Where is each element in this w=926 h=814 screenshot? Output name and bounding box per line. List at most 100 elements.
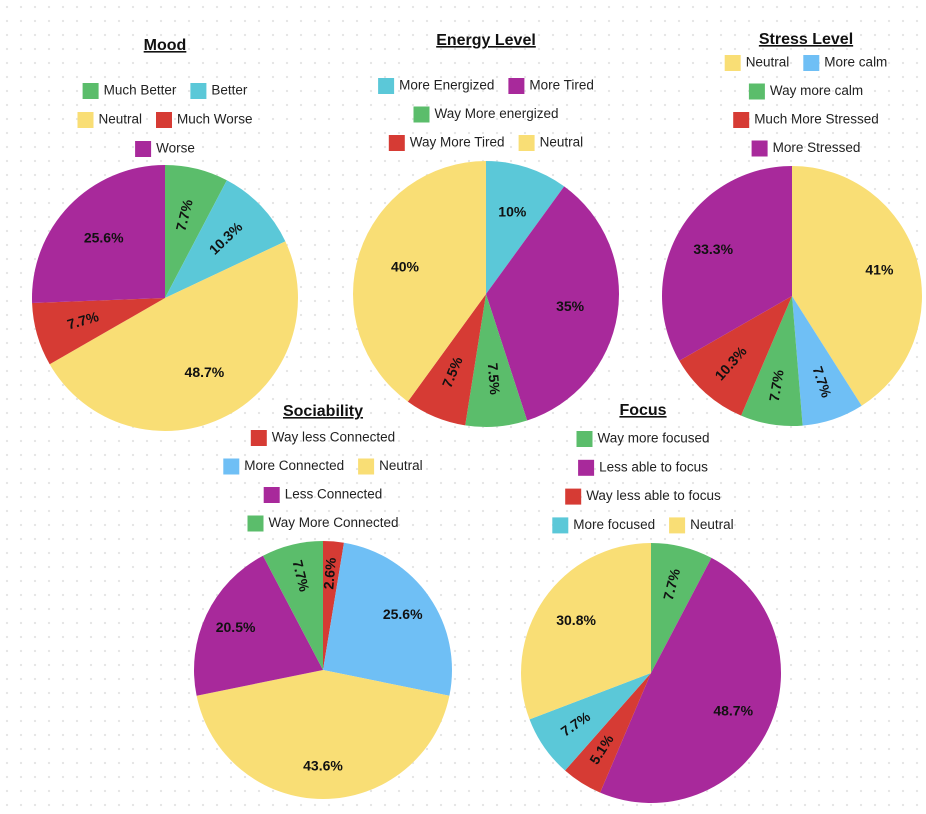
mood-legend-swatch-worse [135,141,152,157]
stress-level-legend-label-way-more-calm: Way more calm [770,83,863,98]
energy-level-legend-swatch-more-energized [378,78,395,94]
energy-level-legend-item-more-energized: More Energized [378,78,494,94]
sociability-title: Sociability [283,403,363,420]
mood-legend-item-much-better: Much Better [82,83,177,99]
energy-level-slice-way-more-energized [465,294,528,427]
energy-level-slice-neutral [352,160,486,402]
stress-level-label-neutral: 41% [865,261,894,277]
focus-legend-label-way-more-focused: Way more focused [598,431,710,446]
energy-level-legend-item-way-more-tired: Way More Tired [388,135,505,151]
sociability-legend-label-neutral: Neutral [379,458,423,473]
sociability-label-more-connected: 25.6% [383,606,423,622]
mood-legend-label-neutral: Neutral [99,112,143,127]
energy-level-label-more-energized: 10% [498,204,527,220]
focus-slices [521,543,782,804]
sociability-label-way-more-connected: 7.7% [289,558,312,593]
mood-label-neutral: 48.7% [185,364,225,380]
sociability-legend: Way less Connected More Connected Neutral L… [223,430,423,532]
mood-slice-much-better [165,165,227,298]
sociability-slice-neutral [196,670,450,799]
mood-legend-swatch-neutral [77,112,94,128]
energy-level-legend-swatch-way-more-tired [388,135,405,151]
sociability-slice-more-connected [323,542,452,696]
focus-legend-item-less-able-to-focus: Less able to focus [578,459,708,476]
stress-level-label-way-more-calm: 7.7% [766,368,787,403]
mood-legend-label-better: Better [211,83,248,98]
stress-level-slice-way-more-calm [741,296,803,427]
focus-legend-swatch-way-more-focused [576,431,593,447]
mood-label-much-better: 7.7% [173,197,196,232]
stress-level-legend-swatch-more-calm [803,55,820,71]
mood-legend-label-much-better: Much Better [104,83,177,98]
sociability-slice-less-connected [194,555,323,696]
stress-level-legend-label-more-calm: More calm [824,55,887,70]
mood-legend-label-worse: Worse [156,141,195,156]
focus-legend-swatch-more-focused [552,517,569,534]
focus-slice-more-focused [529,673,651,771]
stress-level-legend-item-much-more-stressed: Much More Stressed [733,112,879,128]
sociability-legend-item-less-connected: Less Connected [263,487,383,503]
mood-legend-swatch-much-better [82,83,99,99]
stress-level-chart: Stress Level41%7.7%7.7%10.3%33.3%Neutral… [662,31,922,427]
focus-legend-label-neutral: Neutral [690,517,734,532]
sociability-label-neutral: 43.6% [303,758,343,774]
stress-level-legend-item-way-more-calm: Way more calm [748,83,863,100]
sociability-legend-item-neutral: Neutral [358,458,423,475]
mood-legend-swatch-better [190,83,207,99]
sociability-legend-swatch-more-connected [223,458,240,475]
sociability-slice-way-less-connected [323,541,344,670]
stress-level-title: Stress Level [759,31,853,48]
mood-slices [31,165,298,431]
mood-title: Mood [144,37,187,54]
stress-level-legend-swatch-neutral [724,55,741,71]
energy-level-legend-label-more-tired: More Tired [529,78,594,93]
focus-title: Focus [619,402,666,419]
energy-level-title: Energy Level [436,32,536,49]
sociability-legend-label-more-connected: More Connected [244,458,344,473]
stress-level-legend-label-neutral: Neutral [746,55,790,70]
energy-level-label-way-more-energized: 7.5% [485,362,503,396]
mood-slice-better [165,180,286,298]
stress-level-slice-more-calm [792,296,862,426]
mood-legend-item-better: Better [190,83,248,99]
energy-level-legend-swatch-neutral [518,135,535,151]
energy-level-legend-swatch-more-tired [508,78,525,94]
sociability-slice-way-more-connected [263,541,323,670]
energy-level-slice-way-more-tired [407,294,486,426]
focus-label-less-able-to-focus: 48.7% [713,703,753,719]
sociability-legend-swatch-neutral [358,458,375,475]
energy-level-label-neutral: 40% [391,258,420,274]
energy-level-slice-more-energized [486,161,565,294]
mood-legend-item-worse: Worse [135,141,195,157]
stress-level-legend-swatch-more-stressed [751,140,768,157]
stress-level-legend-swatch-much-more-stressed [733,112,750,128]
sociability-legend-swatch-less-connected [263,487,280,503]
sociability-label-way-less-connected: 2.6% [320,556,339,590]
mood-slice-much-worse [32,298,166,365]
sociability-chart: Sociability 2.6% 25.6% 43.6% 20.5% 7.7% Way le… [194,403,452,799]
stress-level-legend-item-more-stressed: More Stressed [751,140,860,157]
energy-level-legend: More Energized More Tired Way More energiz… [378,78,594,151]
sociability-legend-label-less-connected: Less Connected [285,487,383,502]
energy-level-legend-label-way-more-energized: Way More energized [435,106,559,121]
focus-legend-label-way-less-able-to-focus: Way less able to focus [586,488,721,503]
focus-legend-item-more-focused: More focused [552,517,655,534]
focus-legend-swatch-way-less-able-to-focus [565,488,582,505]
stress-level-label-more-stressed: 33.3% [693,241,733,257]
focus-label-neutral: 30.8% [556,612,596,628]
energy-level-slices [352,160,620,427]
sociability-legend-swatch-way-less-connected [250,430,267,446]
mood-legend-label-much-worse: Much Worse [177,112,253,127]
sociability-slice-labels: 2.6% 25.6% 43.6% 20.5% 7.7% [216,556,423,773]
sociability-legend-item-more-connected: More Connected [223,458,344,475]
energy-level-legend-label-neutral: Neutral [540,135,584,150]
focus-slice-less-able-to-focus [600,557,782,804]
mood-legend: Much Better Better Neutral Much Worse Worse [77,83,253,157]
stress-level-slices [662,166,922,427]
stress-level-legend-label-much-more-stressed: Much More Stressed [754,112,879,127]
energy-level-legend-swatch-way-more-energized [413,106,430,123]
energy-level-legend-item-way-more-energized: Way More energized [413,106,559,123]
